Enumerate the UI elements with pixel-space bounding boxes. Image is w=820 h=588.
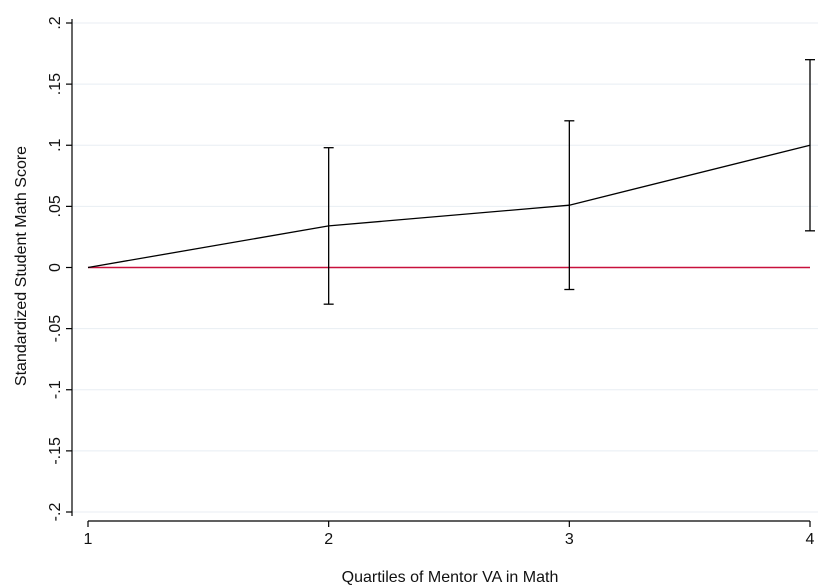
x-tick-label-0: 1 [84,531,93,548]
axes [66,19,811,527]
y-tick-label-4: 0 [47,263,64,272]
x-tick-label-2: 3 [565,531,574,548]
x-tick-labels: 1 2 3 4 [84,531,815,548]
y-tick-label-6: -.1 [47,380,64,399]
grid-lines [72,22,818,513]
y-tick-label-8: -.2 [47,503,64,522]
y-tick-label-1: .15 [47,73,64,95]
y-axis-title: Standardized Student Math Score [13,146,30,386]
series-line-0 [87,144,811,269]
y-tick-label-7: -.15 [47,437,64,465]
x-axis-title: Quartiles of Mentor VA in Math [342,569,559,586]
y-tick-label-0: .2 [47,16,64,29]
y-tick-label-2: .1 [47,138,64,151]
x-tick-label-1: 2 [324,531,333,548]
series-layer [87,144,811,269]
x-tick-label-3: 4 [806,531,815,548]
y-tick-label-3: .05 [47,195,64,217]
y-tick-label-5: -.05 [47,315,64,343]
y-tick-labels: .2 .15 .1 .05 0 -.05 -.1 -.15 -.2 [47,16,64,521]
